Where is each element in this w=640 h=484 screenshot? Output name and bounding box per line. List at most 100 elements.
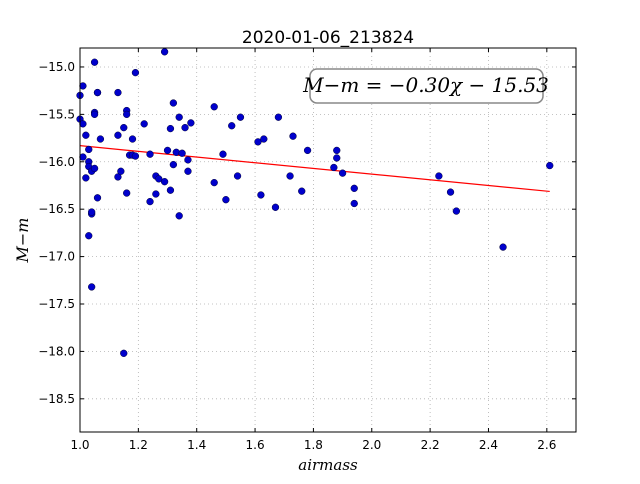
data-point — [88, 208, 96, 216]
data-point — [131, 152, 140, 160]
data-point — [160, 178, 169, 186]
data-point — [175, 212, 183, 220]
data-point — [160, 48, 169, 56]
data-point — [96, 135, 105, 143]
data-point — [90, 110, 99, 119]
data-point — [350, 184, 358, 192]
data-point — [90, 164, 99, 173]
chart-title: 2020-01-06_213824 — [242, 28, 414, 48]
data-point — [146, 197, 154, 206]
y-tick-label: −18.5 — [38, 392, 75, 406]
data-point — [271, 203, 280, 211]
data-point — [166, 186, 175, 194]
data-point — [187, 119, 195, 127]
data-point — [79, 82, 87, 90]
data-point — [222, 196, 230, 204]
grid-lines — [79, 48, 576, 432]
data-point — [155, 175, 163, 183]
data-point — [175, 113, 183, 121]
x-tick-label: 1.4 — [187, 438, 206, 452]
data-point — [499, 243, 507, 251]
axis-ticks: 1.0 1.2 1.4 1.6 1.8 2.0 2.2 2.4 2.6 −15.0 −15.5 −16… — [38, 48, 576, 452]
data-point — [90, 58, 99, 66]
data-point — [298, 187, 306, 195]
data-point — [257, 191, 265, 199]
data-point — [169, 160, 178, 169]
data-point — [546, 161, 554, 170]
y-tick-label: −17.5 — [38, 297, 75, 311]
data-point — [452, 207, 461, 215]
equation-box-frame — [309, 68, 544, 104]
data-point — [260, 135, 268, 143]
x-tick-label: 1.8 — [304, 438, 323, 452]
x-axis-label: airmass — [298, 456, 358, 474]
data-point — [228, 122, 236, 130]
x-tick-label: 2.6 — [537, 438, 556, 452]
data-point — [114, 173, 122, 181]
y-tick-label: −17.0 — [38, 250, 75, 264]
x-tick-label: 2.4 — [479, 438, 498, 452]
fit-equation-box: M−m = −0.30χ − 15.53 — [302, 68, 549, 104]
data-point — [178, 149, 186, 157]
data-point — [166, 124, 175, 133]
data-point — [79, 153, 87, 161]
data-point — [303, 146, 312, 155]
y-tick-label: −15.5 — [38, 107, 75, 121]
data-point — [114, 131, 122, 139]
y-tick-label: −16.0 — [38, 155, 75, 169]
data-point — [85, 145, 93, 154]
data-point — [184, 156, 192, 164]
data-point — [184, 167, 192, 175]
data-point — [169, 99, 178, 107]
data-point — [435, 172, 443, 180]
data-point — [350, 199, 358, 208]
plot-frame — [79, 47, 577, 433]
data-point — [219, 150, 227, 158]
data-point — [114, 88, 122, 97]
data-point — [330, 163, 338, 172]
data-point — [123, 110, 131, 119]
y-axis-label: M−m — [13, 218, 32, 264]
data-point — [128, 135, 137, 143]
data-point — [140, 120, 148, 128]
data-point — [333, 146, 341, 155]
data-point — [93, 88, 102, 97]
y-tick-label: −16.5 — [38, 202, 75, 216]
data-point — [210, 103, 218, 111]
y-tick-label: −15.0 — [38, 60, 75, 74]
data-point — [233, 172, 242, 180]
data-point — [286, 172, 294, 180]
data-point — [236, 113, 245, 121]
x-tick-label: 2.0 — [362, 438, 381, 452]
fit-equation: M−m = −0.30χ − 15.53 — [302, 73, 549, 97]
data-point — [82, 131, 90, 139]
data-point — [152, 190, 160, 198]
data-point — [333, 154, 341, 162]
data-points — [76, 48, 554, 357]
data-point — [120, 349, 128, 357]
data-point — [131, 69, 140, 77]
data-point — [274, 113, 283, 121]
data-point — [254, 138, 262, 146]
data-point — [163, 146, 172, 155]
data-point — [338, 169, 347, 177]
data-point — [88, 283, 96, 291]
y-tick-label: −18.0 — [38, 344, 75, 358]
x-tick-label: 1.6 — [246, 438, 265, 452]
x-tick-label: 1.2 — [129, 438, 148, 452]
x-tick-label: 1.0 — [70, 438, 89, 452]
data-point — [446, 188, 455, 196]
data-point — [289, 132, 297, 140]
x-tick-label: 2.2 — [421, 438, 440, 452]
data-point — [210, 178, 218, 187]
fit-line — [79, 145, 550, 193]
data-point — [85, 232, 93, 240]
data-point — [79, 120, 87, 128]
fit-line-layer — [79, 145, 550, 193]
data-point — [123, 189, 131, 197]
data-point — [181, 123, 189, 132]
data-point — [120, 123, 128, 132]
data-point — [93, 194, 102, 202]
